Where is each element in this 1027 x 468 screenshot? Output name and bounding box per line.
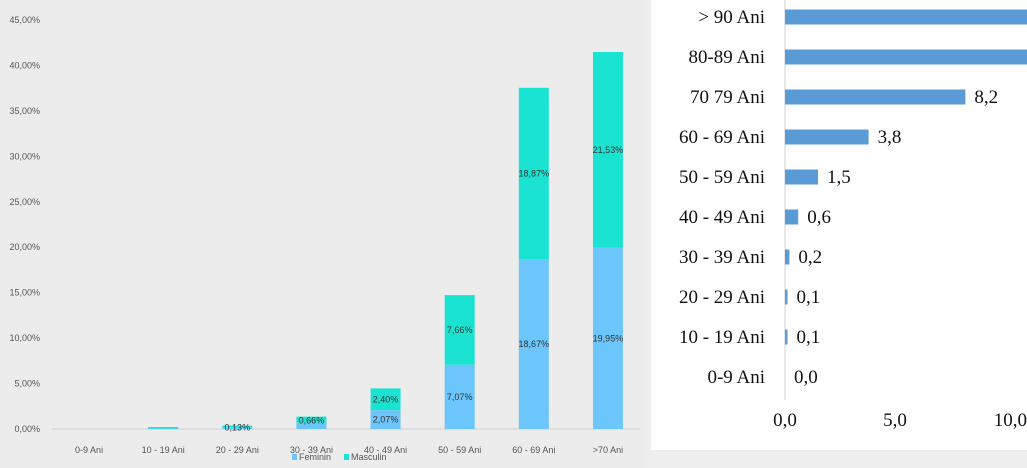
bar <box>785 169 818 185</box>
bar <box>785 49 1027 65</box>
bar-feminin <box>592 247 623 429</box>
data-label: 18,87% <box>519 169 550 179</box>
stacked-bar-chart-panel: 0,00% 5,00% 10,00% 15,00% 20,00% 25,00% 30,00%… <box>9 15 640 462</box>
data-label: 1,5 <box>827 167 851 188</box>
bar-masculin <box>444 295 475 365</box>
data-label: 0,1 <box>797 327 821 348</box>
bar-masculin <box>370 388 401 411</box>
category-label: 80-89 Ani <box>688 47 765 68</box>
bar-feminin <box>222 427 253 429</box>
legend-swatch <box>344 454 349 460</box>
x-tick-label: 40 - 49 Ani <box>364 445 407 455</box>
x-tick-label: 20 - 29 Ani <box>216 445 259 455</box>
data-label: 18,67% <box>519 339 550 349</box>
bar-masculin <box>148 427 179 429</box>
data-label: 7,66% <box>447 325 473 335</box>
x-tick-label: 30 - 39 Ani <box>290 445 333 455</box>
category-label: 10 - 19 Ani <box>679 327 765 348</box>
y-tick-label: 5,00% <box>14 379 40 389</box>
y-tick-label: 30,00% <box>9 151 40 161</box>
y-tick-label: 10,00% <box>9 333 40 343</box>
bar-feminin <box>370 410 401 429</box>
bar-feminin <box>444 364 475 429</box>
data-label: 2,07% <box>373 415 399 425</box>
legend-label: Feminin <box>299 452 331 462</box>
category-label: > 90 Ani <box>698 7 765 28</box>
stacked-bar-chart: 0,00% 5,00% 10,00% 15,00% 20,00% 25,00% 30,00%… <box>9 15 640 462</box>
x-tick-label: 0-9 Ani <box>75 445 103 455</box>
horizontal-bar-chart: > 90 Ani 80-89 Ani 70 79 Ani 8,2 60 - 69 Ani… <box>679 0 1027 431</box>
x-tick-label: 60 - 69 Ani <box>512 445 555 455</box>
bar <box>785 249 790 265</box>
data-label: 3,8 <box>878 127 902 148</box>
bar <box>785 9 1027 25</box>
data-label: 2,40% <box>373 394 399 404</box>
category-label: 70 79 Ani <box>690 87 765 108</box>
bar-masculin <box>222 425 253 428</box>
data-label: 0,1 <box>797 287 821 308</box>
data-label: 0,6 <box>807 207 831 228</box>
legend-label: Masculin <box>351 452 387 462</box>
bar <box>785 209 799 225</box>
category-label: 60 - 69 Ani <box>679 127 765 148</box>
horizontal-bar-chart-panel: > 90 Ani 80-89 Ani 70 79 Ani 8,2 60 - 69 Ani… <box>651 0 1027 450</box>
category-label: 30 - 39 Ani <box>679 247 765 268</box>
data-label: 0,2 <box>798 247 822 268</box>
x-tick-label: 10,0 <box>994 410 1027 431</box>
y-tick-label: 15,00% <box>9 288 40 298</box>
data-label: 7,07% <box>447 392 473 402</box>
bar-masculin <box>592 51 623 248</box>
x-tick-label: 10 - 19 Ani <box>142 445 185 455</box>
bar-masculin <box>518 87 549 260</box>
data-label: 8,2 <box>974 87 998 108</box>
x-tick-label: 0,0 <box>773 410 797 431</box>
category-label: 50 - 59 Ani <box>679 167 765 188</box>
y-tick-label: 35,00% <box>9 106 40 116</box>
data-label: 0,0 <box>794 367 818 388</box>
y-tick-label: 0,00% <box>14 424 40 434</box>
y-tick-label: 20,00% <box>9 242 40 252</box>
legend-swatch <box>292 454 297 460</box>
data-label: 21,53% <box>593 145 624 155</box>
bar <box>785 289 788 305</box>
data-label: 0,66% <box>299 416 325 426</box>
bar-feminin <box>296 422 327 429</box>
x-tick-label: 50 - 59 Ani <box>438 445 481 455</box>
data-label: 19,95% <box>593 333 624 343</box>
category-label: 40 - 49 Ani <box>679 207 765 228</box>
category-label: 20 - 29 Ani <box>679 287 765 308</box>
bar <box>785 89 966 105</box>
data-label: 0,13% <box>225 422 251 432</box>
y-tick-label: 40,00% <box>9 60 40 70</box>
y-tick-label: 45,00% <box>9 15 40 25</box>
x-tick-label: 5,0 <box>883 410 907 431</box>
bar-masculin <box>296 416 327 423</box>
bar <box>785 329 788 345</box>
category-label: 0-9 Ani <box>707 367 765 388</box>
bar-feminin <box>518 259 549 429</box>
bar <box>785 129 869 145</box>
x-tick-label: >70 Ani <box>593 445 623 455</box>
y-tick-label: 25,00% <box>9 197 40 207</box>
